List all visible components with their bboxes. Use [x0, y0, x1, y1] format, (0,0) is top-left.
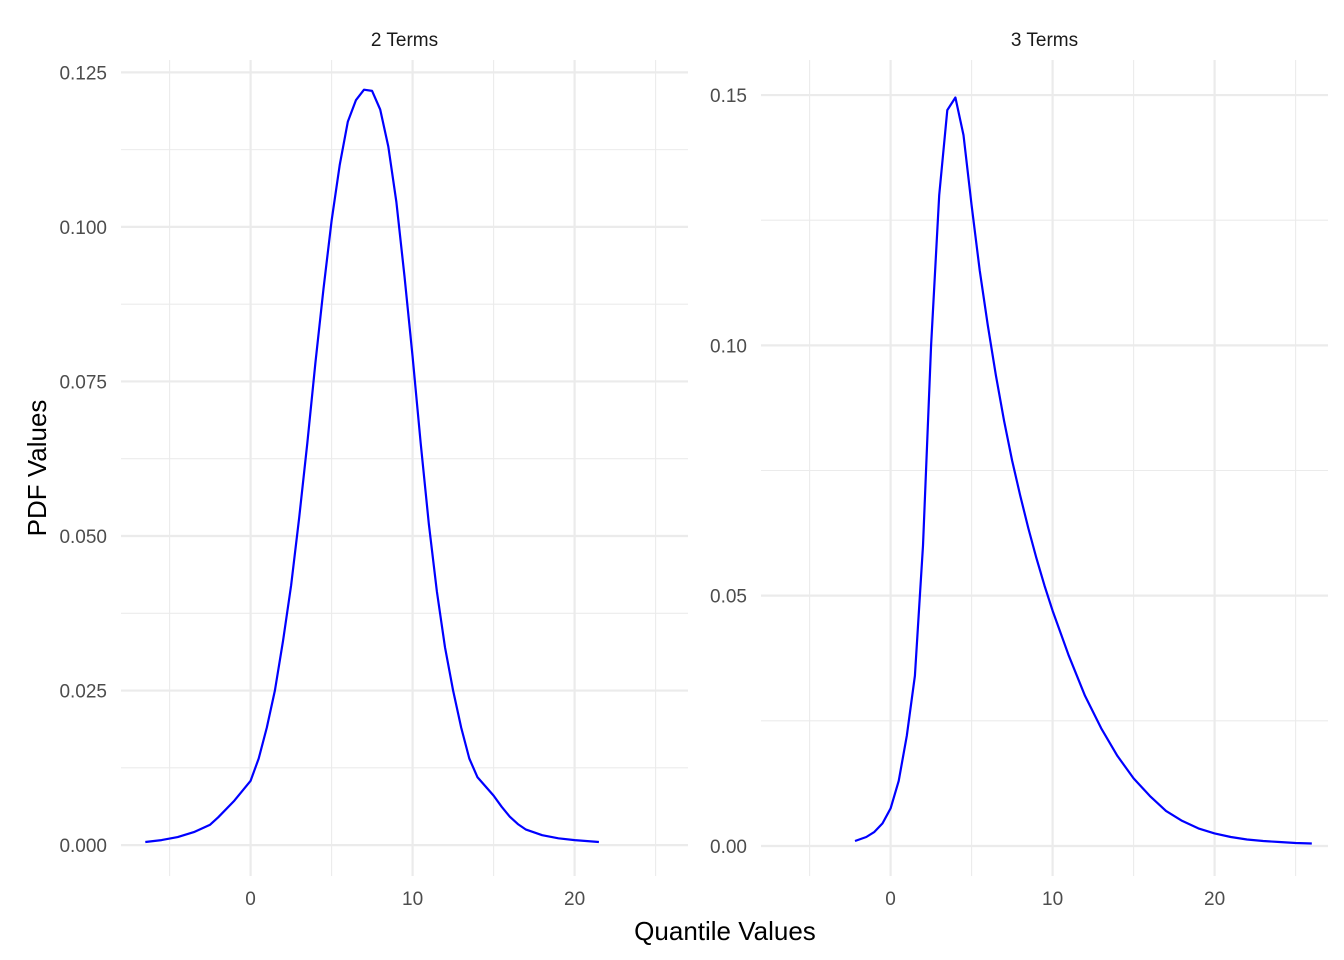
y-tick-label: 0.025 — [59, 682, 107, 703]
x-tick-label: 10 — [402, 889, 423, 910]
y-tick-label: 0.15 — [710, 86, 747, 107]
x-tick-label: 20 — [564, 889, 585, 910]
y-tick-label: 0.100 — [59, 218, 107, 239]
x-tick-label: 0 — [885, 889, 896, 910]
x-tick-label: 0 — [245, 889, 256, 910]
facet-panel-1: 2 Terms 0 10 20 0.000 0.025 0.050 0.075 0.100 0.1… — [59, 30, 688, 910]
facet-title: 3 Terms — [1011, 30, 1078, 51]
pdf-curve — [145, 88, 599, 844]
grid — [761, 60, 1328, 876]
x-axis-title: Quantile Values — [634, 916, 816, 946]
y-tick-label: 0.125 — [59, 63, 107, 84]
facet-panel-2: 3 Terms 0 10 20 0.00 0.05 0.10 0.15 — [710, 30, 1328, 910]
y-tick-label: 0.050 — [59, 527, 107, 548]
y-tick-label: 0.10 — [710, 336, 747, 357]
x-tick-label: 10 — [1042, 889, 1063, 910]
facet-title: 2 Terms — [371, 30, 438, 51]
grid — [121, 60, 688, 876]
pdf-curve — [854, 96, 1312, 845]
y-tick-label: 0.075 — [59, 372, 107, 393]
y-tick-label: 0.00 — [710, 837, 747, 858]
y-tick-label: 0.05 — [710, 587, 747, 608]
y-tick-label: 0.000 — [59, 836, 107, 857]
x-tick-label: 20 — [1204, 889, 1225, 910]
y-axis-title: PDF Values — [22, 400, 52, 537]
